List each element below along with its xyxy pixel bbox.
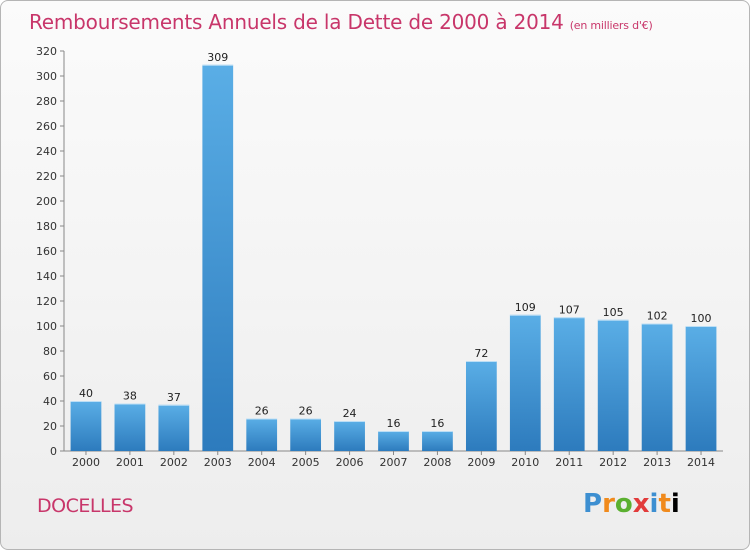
data-label: 24 bbox=[343, 407, 357, 420]
x-tick-label: 2008 bbox=[423, 456, 451, 469]
data-label: 309 bbox=[207, 51, 228, 64]
y-tick-label: 0 bbox=[50, 445, 57, 458]
logo-letter: i bbox=[670, 489, 680, 519]
y-tick-label: 320 bbox=[36, 45, 57, 58]
bar bbox=[378, 431, 409, 451]
bar bbox=[114, 403, 146, 451]
data-label: 38 bbox=[123, 390, 137, 403]
y-tick-label: 220 bbox=[36, 170, 57, 183]
x-tick-label: 2002 bbox=[160, 456, 188, 469]
data-label: 16 bbox=[387, 417, 401, 430]
x-tick-label: 2000 bbox=[72, 456, 100, 469]
bar bbox=[465, 361, 497, 451]
data-label: 105 bbox=[603, 306, 624, 319]
bar bbox=[685, 326, 717, 451]
x-tick-label: 2009 bbox=[467, 456, 495, 469]
chart-subtitle: (en milliers d'€) bbox=[569, 19, 653, 32]
bar bbox=[158, 404, 190, 451]
data-label: 102 bbox=[647, 310, 668, 323]
data-label: 109 bbox=[515, 301, 536, 314]
x-tick-label: 2005 bbox=[292, 456, 320, 469]
y-tick-label: 280 bbox=[36, 95, 57, 108]
x-tick-label: 2013 bbox=[643, 456, 671, 469]
y-tick-label: 20 bbox=[43, 420, 57, 433]
y-tick-label: 140 bbox=[36, 270, 57, 283]
x-tick-label: 2010 bbox=[511, 456, 539, 469]
data-label: 100 bbox=[691, 312, 712, 325]
bar bbox=[70, 401, 102, 451]
data-label: 26 bbox=[255, 405, 269, 418]
y-tick-label: 200 bbox=[36, 195, 57, 208]
bar bbox=[202, 64, 234, 451]
data-label: 37 bbox=[167, 391, 181, 404]
x-tick-label: 2001 bbox=[116, 456, 144, 469]
y-tick-label: 260 bbox=[36, 120, 57, 133]
x-tick-label: 2012 bbox=[599, 456, 627, 469]
bar bbox=[641, 323, 673, 451]
data-label: 40 bbox=[79, 387, 93, 400]
bar bbox=[597, 319, 629, 451]
logo-letter: o bbox=[614, 489, 633, 519]
bar bbox=[509, 314, 541, 451]
bar bbox=[290, 418, 322, 451]
bar bbox=[422, 431, 453, 451]
data-label: 16 bbox=[430, 417, 444, 430]
y-tick-label: 80 bbox=[43, 345, 57, 358]
logo-letter: x bbox=[632, 489, 650, 519]
logo-letter: t bbox=[658, 489, 671, 519]
bar bbox=[553, 317, 585, 451]
proxiti-logo: Proxiti bbox=[583, 489, 680, 519]
y-tick-label: 180 bbox=[36, 220, 57, 233]
bar bbox=[334, 421, 365, 451]
x-tick-label: 2003 bbox=[204, 456, 232, 469]
commune-name: DOCELLES bbox=[37, 495, 134, 517]
x-tick-label: 2004 bbox=[248, 456, 276, 469]
y-tick-label: 120 bbox=[36, 295, 57, 308]
x-tick-label: 2006 bbox=[336, 456, 364, 469]
logo-letter: r bbox=[602, 489, 615, 519]
bar bbox=[246, 418, 278, 451]
x-tick-label: 2007 bbox=[380, 456, 408, 469]
logo-letter: P bbox=[583, 489, 603, 519]
y-tick-label: 40 bbox=[43, 395, 57, 408]
x-tick-label: 2014 bbox=[687, 456, 715, 469]
logo-letter: i bbox=[649, 489, 659, 519]
y-tick-label: 100 bbox=[36, 320, 57, 333]
data-label: 107 bbox=[559, 303, 580, 316]
y-tick-label: 60 bbox=[43, 370, 57, 383]
chart-title-text: Remboursements Annuels de la Dette de 20… bbox=[29, 10, 564, 34]
chart-title: Remboursements Annuels de la Dette de 20… bbox=[29, 10, 653, 34]
x-tick-label: 2011 bbox=[555, 456, 583, 469]
y-tick-label: 160 bbox=[36, 245, 57, 258]
y-tick-label: 300 bbox=[36, 70, 57, 83]
data-label: 26 bbox=[299, 405, 313, 418]
y-tick-label: 240 bbox=[36, 145, 57, 158]
data-label: 72 bbox=[474, 347, 488, 360]
